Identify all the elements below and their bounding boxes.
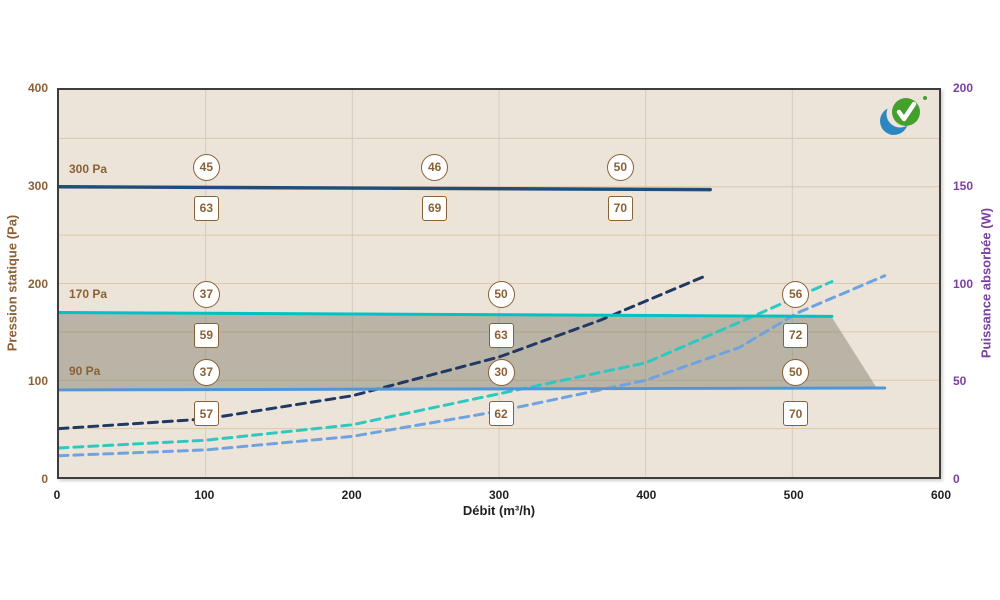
box-value-300pa-100: 63 (193, 195, 219, 221)
x-tick-200: 200 (341, 488, 362, 502)
y-right-tick-200: 200 (953, 81, 974, 95)
power-170pa-power-curve (59, 280, 834, 450)
pressure-curve-300Pa (59, 185, 712, 192)
chart-canvas (59, 90, 939, 477)
y-right-tick-100: 100 (953, 276, 974, 291)
circle-value-90pa-300: 30 (487, 358, 515, 386)
circle-value-90pa-100: 37 (192, 358, 220, 386)
box-value-90pa-500: 70 (783, 401, 809, 427)
circle-value-170pa-300: 50 (487, 280, 515, 308)
box-value-300pa-255: 69 (422, 195, 448, 221)
x-tick-300: 300 (488, 488, 510, 502)
curve-label-90Pa: 90 Pa (69, 363, 101, 378)
box-value-90pa-100: 57 (193, 401, 219, 427)
x-tick-0: 0 (53, 488, 61, 502)
x-tick-600: 600 (930, 488, 952, 502)
circle-value-300pa-255: 46 (421, 153, 449, 181)
y-right-tick-150: 150 (953, 178, 974, 193)
check-icon (896, 101, 917, 122)
plot-area: 300 Pa 170 Pa 90 Pa 45 63 46 69 50 70 37 59 50 63 56… (57, 88, 941, 479)
x-tick-500: 500 (783, 488, 804, 502)
curve-label-170Pa: 170 Pa (69, 287, 108, 302)
y-left-tick-0: 0 (41, 472, 48, 486)
box-value-170pa-100: 59 (193, 322, 219, 348)
pressure-curve-170Pa (59, 311, 834, 318)
circle-value-300pa-100: 45 (192, 153, 220, 181)
y-right-tick-0: 0 (953, 472, 960, 486)
x-tick-100: 100 (194, 488, 215, 502)
logo-registered-mark (923, 96, 927, 100)
pressure-curve-90Pa (59, 386, 887, 392)
circle-value-170pa-500: 56 (782, 280, 810, 308)
circle-value-300pa-381: 50 (606, 153, 634, 181)
circle-value-170pa-100: 37 (192, 280, 220, 308)
eco-check-logo (880, 96, 927, 135)
box-value-300pa-381: 70 (607, 195, 633, 221)
power-90pa-power-curve (59, 274, 887, 458)
y-left-tick-300: 300 (27, 178, 48, 193)
y-left-tick-200: 200 (27, 276, 48, 291)
box-value-170pa-500: 72 (783, 322, 809, 348)
x-axis-title: Débit (m³/h) (462, 503, 536, 518)
operating-area (59, 312, 878, 389)
y-right-tick-50: 50 (953, 374, 967, 389)
box-value-170pa-300: 63 (488, 322, 514, 348)
x-tick-400: 400 (636, 488, 657, 502)
power-300pa-power-curve (59, 274, 708, 431)
y-left-tick-400: 400 (27, 81, 48, 95)
y-right-axis-title: Puissance absorbée (W) (978, 207, 994, 359)
curve-label-300Pa: 300 Pa (69, 162, 108, 177)
box-value-90pa-300: 62 (488, 401, 514, 427)
circle-value-90pa-500: 50 (782, 358, 810, 386)
y-left-tick-100: 100 (27, 374, 48, 389)
